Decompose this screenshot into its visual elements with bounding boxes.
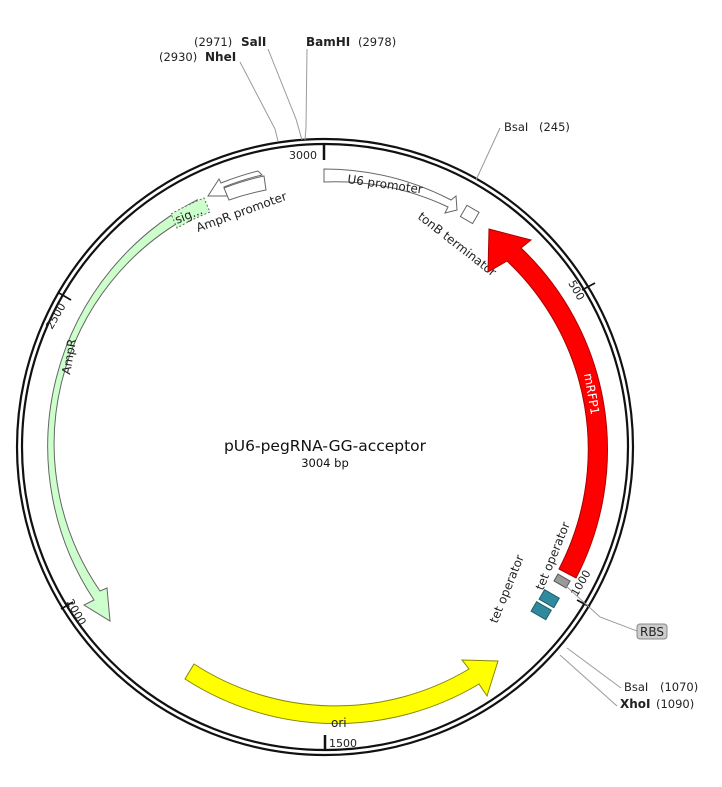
- enzyme-pos-nhei: (2930): [159, 50, 197, 64]
- rbs-leader-line: [565, 585, 638, 632]
- enzyme-pos-bsai-1070: (1070): [660, 680, 698, 694]
- tick-label-3000: 3000: [289, 149, 317, 162]
- feature-sig: [170, 197, 211, 229]
- enzyme-pos-bamhi: (2978): [358, 35, 396, 49]
- rbs-label: RBS: [640, 625, 664, 639]
- feature-label-ori: ori: [331, 716, 347, 730]
- feature-ori: [184, 659, 499, 725]
- enzyme-pos-bsai-245: (245): [539, 120, 570, 134]
- bsai-245-leader-line: [475, 127, 501, 181]
- feature-label-tet-operator-2: tet operator: [487, 553, 527, 625]
- feature-ampr-promoter: [207, 170, 263, 197]
- feature-tet-operator-1: [538, 588, 560, 609]
- tick-mark-500: [581, 282, 596, 291]
- bamhi-leader-line: [304, 48, 308, 141]
- enzyme-name-bamhi: BamHI: [306, 35, 350, 49]
- enzyme-name-bsai-245: BsaI: [504, 120, 528, 134]
- bsai-1070-leader-line: [566, 647, 622, 689]
- plasmid-name: pU6-pegRNA-GG-acceptor: [224, 437, 427, 455]
- enzyme-pos-xhoi: (1090): [656, 697, 694, 711]
- enzyme-name-bsai-1070: BsaI: [624, 680, 648, 694]
- feature-label-ampr: AmpR: [59, 338, 79, 376]
- feature-mrfp1: [487, 228, 608, 579]
- tick-mark-2500: [58, 292, 72, 301]
- feature-u6-promoter: [323, 168, 458, 214]
- feature-tet-operator-2: [530, 600, 552, 621]
- rbs-label-box: [636, 623, 668, 640]
- backbone-outer-ring: [15, 137, 635, 757]
- sali-leader-line: [267, 48, 303, 141]
- feature-ampr: [47, 198, 199, 622]
- enzyme-name-sali: SalI: [241, 35, 266, 49]
- tick-mark-2000: [60, 601, 74, 610]
- enzyme-name-nhei: NheI: [205, 50, 236, 64]
- feature-tonb-terminator: [459, 204, 480, 225]
- tick-label-1500: 1500: [329, 737, 357, 750]
- feature-rbs: [553, 573, 571, 589]
- feature-ampr-promoter-body: [223, 175, 267, 201]
- enzyme-pos-sali: (2971): [194, 35, 232, 49]
- tick-label-2000: 2000: [63, 597, 88, 628]
- nhei-leader-line: [239, 61, 279, 142]
- plasmid-size: 3004 bp: [301, 456, 349, 470]
- feature-label-tonb-terminator: tonB terminator: [415, 209, 499, 279]
- enzyme-name-xhoi: XhoI: [620, 697, 651, 711]
- xhoi-leader-line: [559, 654, 618, 707]
